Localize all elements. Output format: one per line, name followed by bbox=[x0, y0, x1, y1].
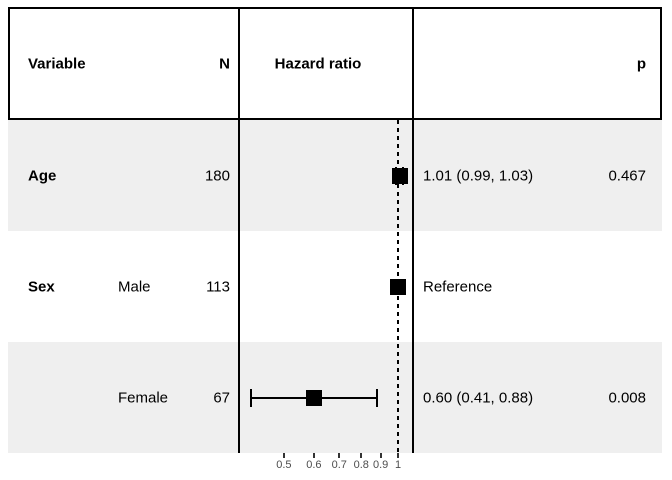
header-p-label: p bbox=[636, 55, 646, 72]
header-n-label: N bbox=[219, 55, 230, 72]
n-value: 113 bbox=[206, 278, 230, 295]
estimate-value: 1.01 (0.99, 1.03) bbox=[423, 167, 534, 184]
p-value: 0.008 bbox=[608, 389, 646, 406]
axis-tick-label: 0.6 bbox=[306, 459, 322, 471]
axis-tick-label: 1 bbox=[394, 459, 402, 471]
table-row-sex-female: Female 67 0.60 (0.41, 0.88) 0.008 bbox=[8, 342, 662, 453]
axis-tick bbox=[360, 453, 363, 458]
level-label: Female bbox=[118, 389, 169, 406]
axis-tick-label: 0.7 bbox=[331, 459, 347, 471]
header-row: Variable N Hazard ratio p bbox=[8, 7, 662, 120]
n-value: 67 bbox=[213, 389, 230, 406]
header-variable-label: Variable bbox=[28, 55, 86, 72]
axis-tick bbox=[397, 453, 399, 458]
n-value: 180 bbox=[204, 167, 230, 184]
axis-tick bbox=[379, 453, 382, 458]
column-divider-left bbox=[238, 7, 240, 453]
axis-tick-label: 0.9 bbox=[373, 459, 389, 471]
estimate-value: Reference bbox=[423, 278, 493, 295]
table-row-age: Age 180 1.01 (0.99, 1.03) 0.467 bbox=[8, 120, 662, 231]
level-label: Male bbox=[118, 278, 151, 295]
header-separator bbox=[8, 118, 662, 120]
table-row-sex-male: Sex Male 113 Reference bbox=[8, 231, 662, 342]
estimate-value: 0.60 (0.41, 0.88) bbox=[423, 389, 534, 406]
axis-tick bbox=[282, 453, 285, 458]
p-value: 0.467 bbox=[608, 167, 646, 184]
variable-label: Sex bbox=[28, 278, 55, 295]
axis-tick-label: 0.5 bbox=[276, 459, 292, 471]
axis-tick bbox=[338, 453, 341, 458]
column-divider-right bbox=[412, 7, 414, 453]
axis-tick bbox=[312, 453, 315, 458]
axis-tick-label: 0.8 bbox=[353, 459, 369, 471]
header-hazard-ratio-label: Hazard ratio bbox=[274, 55, 362, 72]
variable-label: Age bbox=[28, 167, 57, 184]
